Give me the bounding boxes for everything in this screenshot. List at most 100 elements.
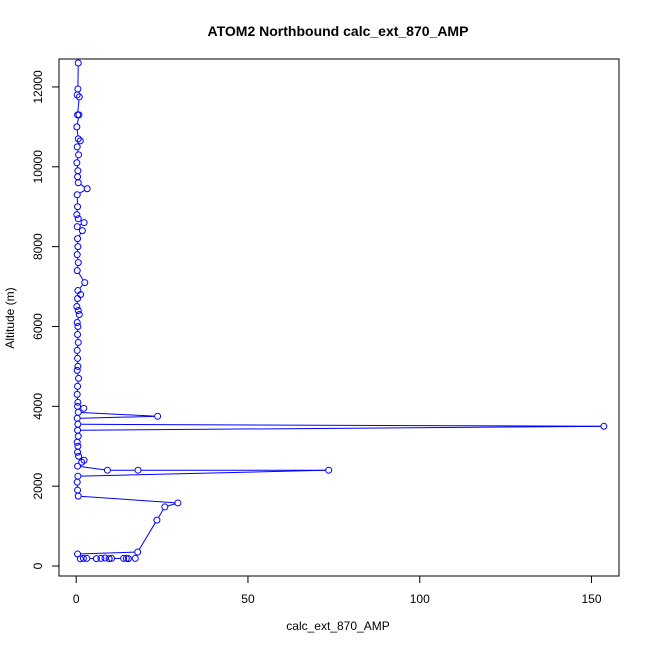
data-point xyxy=(75,151,83,159)
data-point xyxy=(124,555,132,563)
y-tick-label: 12000 xyxy=(31,70,45,104)
data-point xyxy=(73,123,81,131)
series-segment xyxy=(81,469,326,477)
data-point xyxy=(73,223,81,231)
data-point xyxy=(73,211,81,219)
y-tick-label: 8000 xyxy=(31,233,45,260)
data-point xyxy=(83,554,91,562)
data-point xyxy=(74,203,82,211)
data-point xyxy=(74,486,82,494)
series-segment xyxy=(81,423,601,427)
data-point xyxy=(131,554,139,562)
data-point xyxy=(74,432,82,440)
data-point xyxy=(74,472,82,480)
data-point xyxy=(153,516,161,524)
y-tick-label: 4000 xyxy=(31,393,45,420)
data-point xyxy=(134,466,142,474)
x-axis-label: calc_ext_870_AMP xyxy=(286,619,389,633)
data-point xyxy=(134,548,142,556)
data-point xyxy=(73,91,81,99)
data-point xyxy=(83,185,91,193)
x-tick-label: 50 xyxy=(241,592,255,606)
data-point xyxy=(74,382,82,390)
y-tick-label: 0 xyxy=(31,562,45,569)
data-point xyxy=(105,555,113,563)
data-point xyxy=(74,362,82,370)
data-point xyxy=(73,143,81,151)
data-point xyxy=(74,85,82,93)
data-point xyxy=(73,346,81,354)
data-point xyxy=(81,279,89,287)
data-point xyxy=(74,398,82,406)
series-segment xyxy=(76,118,79,124)
data-point xyxy=(74,426,82,434)
data-point xyxy=(120,554,128,562)
data-point xyxy=(154,412,162,420)
data-point xyxy=(73,438,81,446)
data-point xyxy=(74,420,82,428)
series-segment xyxy=(78,233,82,237)
data-point xyxy=(174,499,182,507)
data-point xyxy=(80,219,88,227)
data-point xyxy=(73,267,81,275)
data-point xyxy=(74,307,82,315)
data-point xyxy=(92,555,100,563)
data-point xyxy=(74,295,82,303)
data-point xyxy=(74,215,82,223)
series-segment xyxy=(80,415,155,419)
data-point xyxy=(74,179,82,187)
y-axis-label: Altitude (m) xyxy=(3,287,17,348)
data-point xyxy=(73,191,81,199)
data-point xyxy=(74,442,82,450)
series-segment xyxy=(80,466,105,471)
data-point xyxy=(74,462,82,470)
series-segment xyxy=(81,495,175,504)
data-point xyxy=(74,402,82,410)
data-point xyxy=(76,137,84,145)
data-point xyxy=(73,159,81,167)
series-segment xyxy=(80,184,85,188)
data-point xyxy=(73,318,81,326)
data-point xyxy=(78,458,86,466)
data-point xyxy=(73,303,81,311)
data-point xyxy=(74,235,82,243)
x-axis: 0 50 100 150 xyxy=(73,575,602,606)
data-point xyxy=(74,492,82,500)
data-point xyxy=(74,354,82,362)
series-segment xyxy=(79,284,83,289)
series-segment xyxy=(80,425,601,431)
data-point xyxy=(74,338,82,346)
data-point xyxy=(161,503,169,511)
data-point xyxy=(325,466,333,474)
series-segment xyxy=(158,509,164,518)
series-segment xyxy=(79,223,82,226)
data-point xyxy=(108,554,116,562)
x-tick-label: 0 xyxy=(73,592,80,606)
y-axis: 0 2000 4000 6000 8000 10000 12000 xyxy=(31,70,60,569)
data-point xyxy=(73,366,81,374)
data-point xyxy=(74,135,82,143)
y-tick-label: 10000 xyxy=(31,150,45,184)
data-point xyxy=(78,227,86,235)
series-segment xyxy=(81,411,155,417)
data-point xyxy=(74,173,82,181)
data-point xyxy=(80,404,88,412)
data-point xyxy=(74,259,82,267)
series-points xyxy=(73,59,608,563)
data-point xyxy=(103,466,111,474)
data-point xyxy=(73,390,81,398)
data-point xyxy=(74,330,82,338)
data-point xyxy=(75,93,83,101)
data-point xyxy=(79,554,87,562)
data-point xyxy=(74,167,82,175)
series-segment xyxy=(79,190,85,194)
series-segment xyxy=(167,503,175,507)
data-point xyxy=(73,414,81,422)
series-segment xyxy=(138,522,156,550)
data-point xyxy=(97,554,105,562)
data-point xyxy=(74,448,82,456)
data-point xyxy=(73,251,81,259)
series-segment xyxy=(76,130,79,136)
data-point xyxy=(74,408,82,416)
